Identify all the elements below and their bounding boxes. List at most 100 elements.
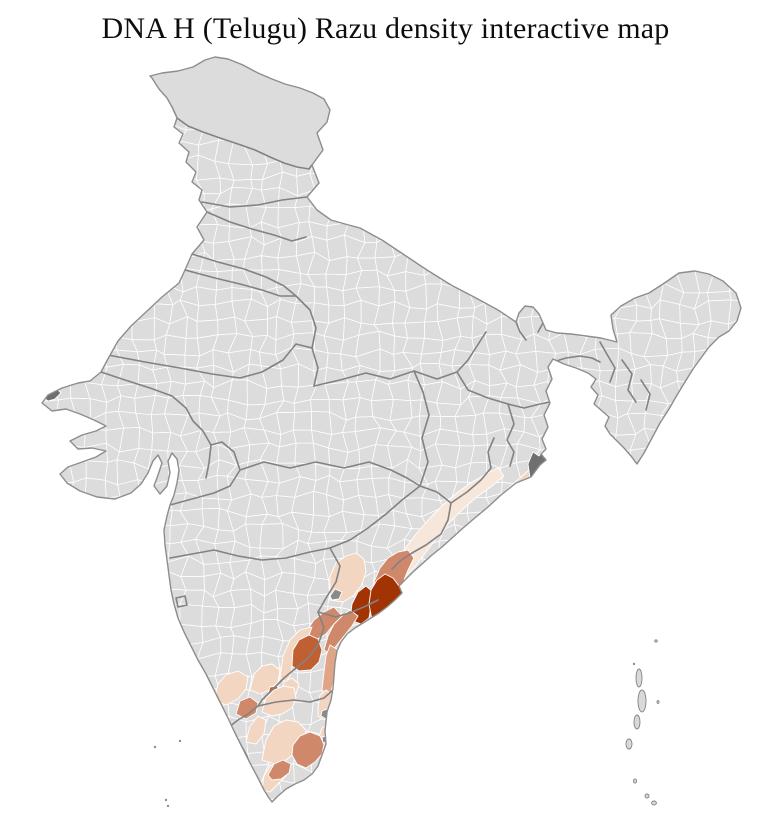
district-cell[interactable] (722, 543, 746, 559)
district-cell[interactable] (53, 542, 78, 564)
district-cell[interactable] (761, 622, 771, 640)
district-cell[interactable] (25, 236, 40, 258)
district-cell[interactable] (553, 763, 567, 785)
district-cell[interactable] (420, 706, 444, 720)
district-cell[interactable] (88, 142, 103, 165)
district-cell[interactable] (540, 479, 551, 496)
district-cell[interactable] (20, 479, 38, 500)
district-cell[interactable] (588, 286, 603, 309)
district-cell[interactable] (451, 45, 476, 69)
district-cell[interactable] (165, 172, 186, 195)
district-cell[interactable] (24, 766, 43, 787)
district-cell[interactable] (613, 527, 633, 548)
district-cell[interactable] (342, 61, 363, 85)
district-cell[interactable] (757, 494, 771, 515)
district-cell[interactable] (117, 702, 140, 725)
district-cell[interactable] (485, 731, 508, 751)
district-cell[interactable] (728, 47, 747, 70)
district-cell[interactable] (723, 76, 747, 97)
district-cell[interactable] (726, 642, 748, 661)
district-cell[interactable] (500, 208, 522, 229)
district-cell[interactable] (581, 124, 601, 150)
district-cell[interactable] (51, 524, 77, 549)
district-cell[interactable] (582, 270, 603, 289)
district-cell[interactable] (742, 604, 764, 626)
district-cell[interactable] (597, 124, 621, 145)
district-cell[interactable] (116, 268, 137, 287)
district-cell[interactable] (596, 607, 620, 623)
district-cell[interactable] (339, 700, 363, 725)
district-cell[interactable] (502, 570, 521, 595)
district-cell[interactable] (723, 348, 747, 373)
district-cell[interactable] (647, 732, 668, 757)
district-cell[interactable] (37, 219, 58, 244)
district-cell[interactable] (36, 415, 58, 434)
district-cell[interactable] (375, 172, 393, 192)
district-cell[interactable] (678, 45, 696, 69)
district-cell[interactable] (148, 651, 173, 676)
district-cell[interactable] (132, 515, 157, 526)
district-cell[interactable] (580, 717, 606, 742)
district-cell[interactable] (247, 44, 264, 69)
district-cell[interactable] (116, 778, 136, 801)
district-cell[interactable] (37, 108, 56, 132)
district-cell[interactable] (518, 763, 539, 786)
district-cell[interactable] (22, 415, 45, 436)
district-cell[interactable] (504, 715, 526, 735)
district-cell[interactable] (55, 144, 71, 164)
district-cell[interactable] (402, 202, 425, 228)
island-district[interactable] (651, 800, 657, 806)
hyderabad-district[interactable] (329, 588, 343, 601)
district-cell[interactable] (627, 253, 646, 277)
district-cell[interactable] (547, 754, 573, 766)
district-cell[interactable] (70, 491, 92, 513)
odisha-inland-district[interactable] (395, 467, 505, 577)
district-cell[interactable] (679, 641, 699, 660)
district-cell[interactable] (518, 573, 539, 595)
district-cell[interactable] (72, 61, 88, 76)
district-cell[interactable] (709, 734, 732, 758)
district-cell[interactable] (692, 763, 712, 786)
district-cell[interactable] (595, 254, 618, 276)
district-cell[interactable] (484, 620, 503, 641)
district-cell[interactable] (327, 163, 347, 176)
district-cell[interactable] (440, 47, 457, 70)
district-cell[interactable] (53, 347, 71, 372)
district-cell[interactable] (643, 156, 668, 177)
district-cell[interactable] (75, 674, 89, 690)
district-cell[interactable] (595, 157, 620, 178)
district-cell[interactable] (150, 110, 171, 134)
district-cell[interactable] (597, 637, 618, 657)
district-cell[interactable] (563, 624, 586, 645)
district-cell[interactable] (169, 652, 185, 675)
district-cell[interactable] (339, 778, 361, 797)
district-cell[interactable] (88, 781, 108, 804)
district-cell[interactable] (487, 173, 509, 195)
district-cell[interactable] (171, 703, 186, 722)
district-cell[interactable] (53, 491, 74, 517)
district-cell[interactable] (148, 173, 172, 195)
district-cell[interactable] (54, 176, 75, 194)
district-cell[interactable] (744, 221, 764, 244)
district-cell[interactable] (406, 704, 424, 720)
district-cell[interactable] (664, 173, 685, 190)
district-cell[interactable] (26, 363, 46, 389)
district-cell[interactable] (678, 415, 701, 437)
district-cell[interactable] (99, 237, 123, 261)
district-cell[interactable] (634, 155, 646, 180)
district-cell[interactable] (486, 718, 509, 735)
district-cell[interactable] (66, 74, 93, 102)
district-cell[interactable] (694, 587, 711, 608)
district-cell[interactable] (404, 669, 427, 693)
district-cell[interactable] (757, 324, 771, 339)
district-cell[interactable] (709, 481, 730, 502)
district-cell[interactable] (583, 466, 605, 483)
district-cell[interactable] (24, 529, 45, 549)
district-cell[interactable] (756, 429, 771, 445)
district-cell[interactable] (51, 236, 73, 260)
district-cell[interactable] (690, 411, 715, 432)
district-cell[interactable] (389, 126, 411, 145)
district-cell[interactable] (131, 799, 155, 815)
district-cell[interactable] (69, 524, 92, 549)
